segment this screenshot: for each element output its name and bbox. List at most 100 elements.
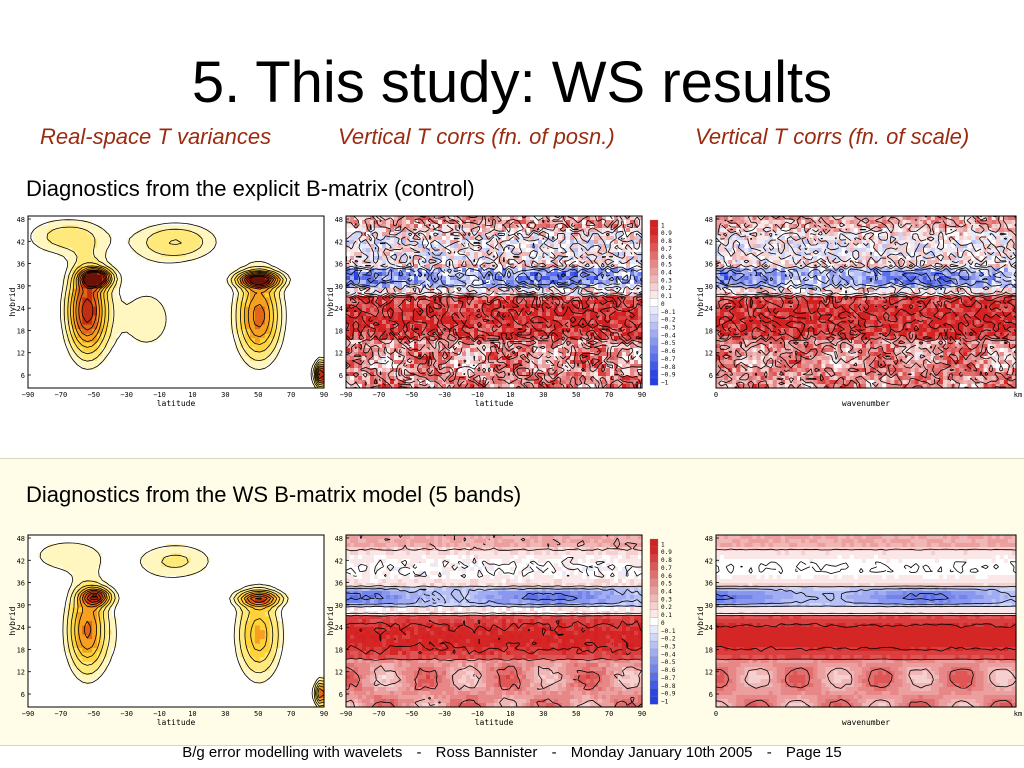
r0-variance-cell xyxy=(166,378,172,385)
r0-corr-pos-cell xyxy=(586,232,591,237)
r0-corr-pos-cell xyxy=(578,376,583,381)
r0-variance-cell xyxy=(77,333,83,339)
r0-variance-cell xyxy=(200,288,207,294)
r0-corr-pos-cell xyxy=(570,336,575,341)
r0-variance-cell xyxy=(32,252,39,258)
r0-variance-cell xyxy=(28,306,34,312)
r0-variance-cell xyxy=(185,351,192,357)
r0-variance-cell xyxy=(161,238,167,244)
r0-variance-cell xyxy=(314,288,320,294)
r0-variance-cell xyxy=(220,283,226,290)
r0-corr-pos-cell xyxy=(378,364,383,369)
r0-corr-pos-cell xyxy=(378,256,383,261)
r0-corr-pos-cell xyxy=(382,284,387,289)
r0-corr-pos-cell xyxy=(470,364,475,369)
r0-variance-cell xyxy=(57,234,64,240)
r0-variance-cell xyxy=(269,292,276,299)
r0-variance-cell xyxy=(42,270,49,276)
r0-variance-cell xyxy=(136,279,143,285)
r0-corr-pos-cell xyxy=(390,216,395,221)
r0-corr-pos-cell xyxy=(378,292,383,297)
r0-variance-cell xyxy=(82,238,88,244)
r0-variance-cell xyxy=(200,256,207,262)
r0-corr-pos-cell xyxy=(486,240,491,245)
r0-corr-pos-cell xyxy=(426,264,431,269)
r0-variance-cell xyxy=(146,297,152,303)
r0-variance-cell xyxy=(299,351,305,357)
r0-corr-pos-cell xyxy=(394,248,399,253)
r0-corr-pos-cell xyxy=(370,296,375,301)
r0-variance-cell xyxy=(304,378,310,385)
r0-variance-cell xyxy=(111,333,118,339)
r0-corr-pos-cell xyxy=(522,344,527,349)
r0-corr-pos-cell xyxy=(358,368,363,373)
r0-corr-pos-cell xyxy=(462,224,467,229)
r0-corr-pos-cell xyxy=(394,260,399,265)
r0-variance-cell xyxy=(190,306,197,312)
r0-corr-pos-cell xyxy=(586,320,591,325)
r0-corr-pos-cell xyxy=(510,336,515,341)
r0-corr-pos-cell xyxy=(530,356,535,361)
r0-corr-pos-cell xyxy=(554,336,559,341)
r0-corr-pos-cell xyxy=(530,248,535,253)
r0-corr-pos-cell xyxy=(382,364,387,369)
r0-corr-pos-cell xyxy=(586,328,591,333)
r0-variance-cell xyxy=(171,234,177,240)
r0-corr-pos-cell xyxy=(398,300,403,305)
r0-corr-pos-cell xyxy=(462,260,467,265)
r0-corr-pos-cell xyxy=(450,248,455,253)
r0-variance-cell xyxy=(240,356,246,362)
r0-corr-pos-cell xyxy=(402,248,407,253)
r0-corr-pos-cell xyxy=(366,296,371,301)
r0-variance-cell xyxy=(116,383,123,389)
r0-variance-cell xyxy=(166,243,172,249)
r0-corr-pos-cell xyxy=(402,308,407,313)
r0-variance-cell xyxy=(269,225,276,231)
r0-variance-cell xyxy=(92,252,98,258)
r0-variance-y-tick-label: 18 xyxy=(17,327,25,335)
r0-corr-pos-cell xyxy=(438,224,443,229)
r0-corr-pos-cell xyxy=(590,368,595,373)
r0-corr-pos-cell xyxy=(390,312,395,317)
r0-variance-cell xyxy=(42,265,49,271)
r0-corr-pos-cell xyxy=(518,276,523,281)
r0-corr-pos-cell xyxy=(490,348,495,353)
r0-corr-pos-cell xyxy=(470,376,475,381)
r0-variance-cell xyxy=(294,351,300,357)
r0-corr-pos-cell xyxy=(390,300,395,305)
r0-variance-cell xyxy=(235,252,241,258)
r0-variance-cell xyxy=(136,342,143,348)
r0-corr-pos-cell xyxy=(590,292,595,297)
r0-corr-pos-cell xyxy=(590,220,595,225)
r0-corr-pos-cell xyxy=(574,276,579,281)
r0-variance-cell xyxy=(87,374,93,380)
r0-corr-pos-cell xyxy=(498,368,503,373)
r0-corr-pos-cell xyxy=(482,260,487,265)
r0-corr-pos-cell xyxy=(526,380,531,385)
r0-variance-cell xyxy=(131,297,138,303)
r0-variance-cell xyxy=(314,265,320,271)
r0-corr-pos-cell xyxy=(562,380,567,385)
r0-variance-cell xyxy=(57,292,64,299)
r0-corr-pos-cell xyxy=(486,312,491,317)
r0-variance-cell xyxy=(146,283,152,290)
r0-corr-pos-cell xyxy=(522,292,527,297)
r0-variance-cell xyxy=(166,356,172,362)
r0-variance-cell xyxy=(230,229,236,235)
r0-variance-cell xyxy=(106,238,113,244)
r0-variance-cell xyxy=(274,329,281,335)
r0-variance-cell xyxy=(235,243,241,249)
r0-corr-pos-cell xyxy=(566,280,571,285)
r0-corr-pos-cell xyxy=(426,280,431,285)
r0-corr-pos-cell xyxy=(502,288,507,293)
r0-variance-cell xyxy=(102,369,108,376)
r0-variance-cell xyxy=(309,347,315,353)
r0-corr-pos-cell xyxy=(478,308,483,313)
r0-variance-cell xyxy=(185,356,192,362)
r0-corr-pos-cell xyxy=(534,252,539,257)
r0-corr-pos-cell xyxy=(414,304,419,309)
r0-variance-cell xyxy=(319,329,325,335)
r0-corr-pos-cell xyxy=(550,216,555,221)
r0-corr-pos-cell xyxy=(354,236,359,241)
r0-corr-pos-cell xyxy=(522,260,527,265)
